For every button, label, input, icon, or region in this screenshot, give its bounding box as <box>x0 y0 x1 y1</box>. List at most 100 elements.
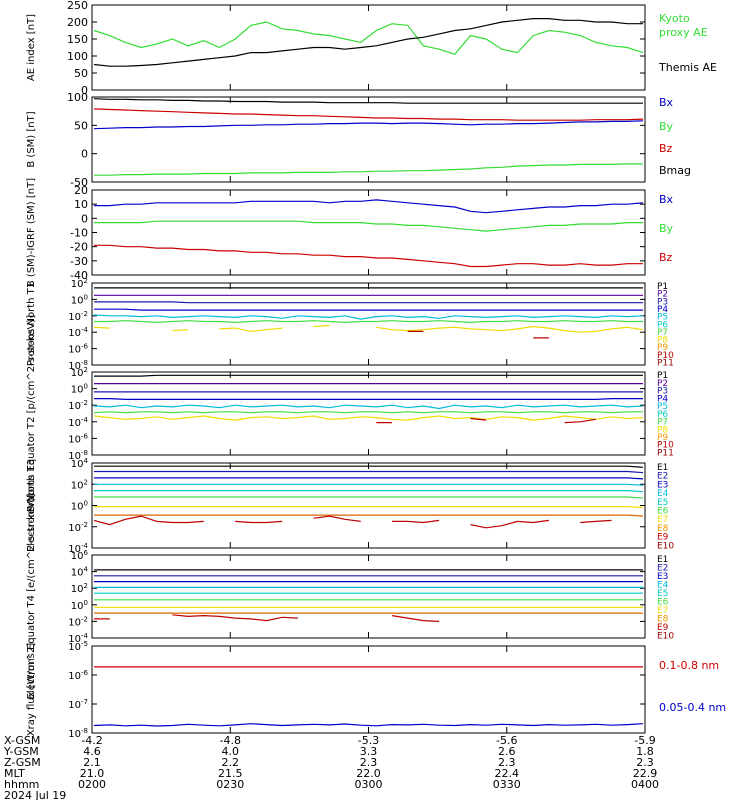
y-tick-label: 0 <box>81 84 88 97</box>
series-line-e8 <box>94 514 644 517</box>
y-tick-label: 10-7 <box>68 698 88 711</box>
y-tick-label: -10 <box>70 227 88 240</box>
y-tick-label: 100 <box>71 293 88 306</box>
panel-2: -50 0 50 100 B (SM) [nT] Bx By Bz Bmag <box>26 91 691 189</box>
legend-entry: P3 <box>657 387 668 397</box>
annotation-value: -4.8 <box>220 734 241 747</box>
annotation-value: 2.3 <box>498 756 516 769</box>
legend-entry: E8 <box>657 524 669 534</box>
y-axis-label: B (SM)-IGRF (SM) [nT] <box>26 178 37 287</box>
legend-entry: Bz <box>659 142 673 155</box>
legend-entry: P1 <box>657 371 668 381</box>
series-line-bmag <box>93 98 643 104</box>
y-tick-label: 10-4 <box>68 326 88 339</box>
y-tick-label: 102 <box>71 366 88 379</box>
series-line-e1 <box>94 465 644 468</box>
y-tick-label: 104 <box>71 457 89 470</box>
panel-frame <box>91 96 646 183</box>
annotation-value: 22.4 <box>495 767 520 780</box>
series-line-p10 <box>376 417 596 424</box>
legend-entry: P11 <box>657 448 674 458</box>
legend-entry: Bx <box>659 193 674 206</box>
annotation-value: 2.2 <box>222 756 240 769</box>
y-tick-label: 10-4 <box>68 416 88 429</box>
legend-entry: P3 <box>657 297 668 307</box>
y-tick-label: 100 <box>67 91 88 104</box>
series-line-e9 <box>94 614 440 622</box>
series-line-by <box>94 220 643 232</box>
y-tick-label: 0 <box>81 212 88 225</box>
series-line-e6 <box>94 496 644 499</box>
series-line-p6 <box>94 320 643 324</box>
legend-entry: P7 <box>657 328 668 338</box>
legend-entry: E7 <box>657 606 668 616</box>
legend-entry: E10 <box>657 541 674 551</box>
y-tick-label: 10-2 <box>68 310 88 323</box>
annotation-value: -4.2 <box>81 734 102 747</box>
y-tick-label: 150 <box>67 33 88 46</box>
legend-entry: P9 <box>657 433 668 443</box>
series-line-p8 <box>93 415 644 421</box>
legend-entry: E1 <box>657 463 668 473</box>
annotation-row-label: MLT <box>4 767 25 780</box>
y-tick-label: 100 <box>71 383 88 396</box>
legend-entry: P8 <box>657 336 668 346</box>
y-tick-label: 50 <box>74 67 88 80</box>
y-tick-label: 200 <box>67 16 88 29</box>
y-tick-label: 20 <box>74 184 88 197</box>
annotation-value: 21.0 <box>80 767 105 780</box>
series-line-p5 <box>93 314 644 320</box>
legend-entry: E6 <box>657 597 669 607</box>
legend-entry: P8 <box>657 425 668 435</box>
x-axis-annotations: X-GSM -4.2 -4.8 -5.3 -5.6 -5.9Y-GSM 4.6 4.0 3.3 2… <box>3 734 659 800</box>
annotation-value: 4.0 <box>222 745 240 758</box>
legend-entry: E6 <box>657 506 669 516</box>
annotation-value: 3.3 <box>360 745 378 758</box>
annotation-value: 2.3 <box>360 756 378 769</box>
legend-entry: P6 <box>657 410 668 420</box>
y-axis-label: Xray flux [W/m^2] <box>26 643 37 737</box>
panel-frame <box>91 462 646 549</box>
panel-5: 10-8 10-6 10-4 10-2 100 102 Protons Equator T2… <box>26 315 674 512</box>
annotation-value: 0300 <box>355 778 383 791</box>
y-tick-label: 10-6 <box>68 432 88 445</box>
legend-entry: Themis AE <box>658 61 717 74</box>
legend-entry: E4 <box>657 489 669 499</box>
legend-entry: P4 <box>657 305 668 315</box>
annotation-value: 22.9 <box>633 767 658 780</box>
y-tick-label: 10-6 <box>68 669 88 682</box>
series-line-p5 <box>93 404 644 410</box>
legend-entry: P10 <box>657 351 674 361</box>
y-tick-label: -40 <box>70 269 88 282</box>
series-line-p8 <box>93 325 644 333</box>
legend-entry: E5 <box>657 589 668 599</box>
series-line-p4 <box>94 308 643 311</box>
series-line-kyoto-proxy-ae <box>93 21 644 55</box>
y-tick-label: 10 <box>74 198 88 211</box>
y-axis-label: Protons Equator T2 [p/(cm^2-s-sr-keV)] <box>26 315 37 512</box>
annotation-value: -5.3 <box>358 734 379 747</box>
y-axis-label: B (SM) [nT] <box>26 111 37 167</box>
legend-entry: E7 <box>657 515 668 525</box>
y-tick-label: 102 <box>71 582 88 595</box>
y-tick-label: 102 <box>71 478 88 491</box>
y-tick-label: 10-4 <box>68 632 88 645</box>
annotation-value: 21.5 <box>218 767 243 780</box>
annotation-row-label: hhmm <box>4 778 39 791</box>
legend-entry: 0.1-0.8 nm <box>659 659 719 672</box>
legend-entry: E5 <box>657 498 668 508</box>
annotation-value: 0330 <box>493 778 521 791</box>
legend-entry: E2 <box>657 563 668 573</box>
legend-entry: E4 <box>657 580 669 590</box>
annotation-value: -5.6 <box>496 734 517 747</box>
legend-entry: E9 <box>657 533 669 543</box>
y-tick-label: 10-2 <box>68 615 88 628</box>
panel-frame <box>91 4 646 91</box>
legend-entry: E3 <box>657 572 668 582</box>
annotation-value: -5.9 <box>634 734 655 747</box>
legend-entry: P5 <box>657 313 668 323</box>
